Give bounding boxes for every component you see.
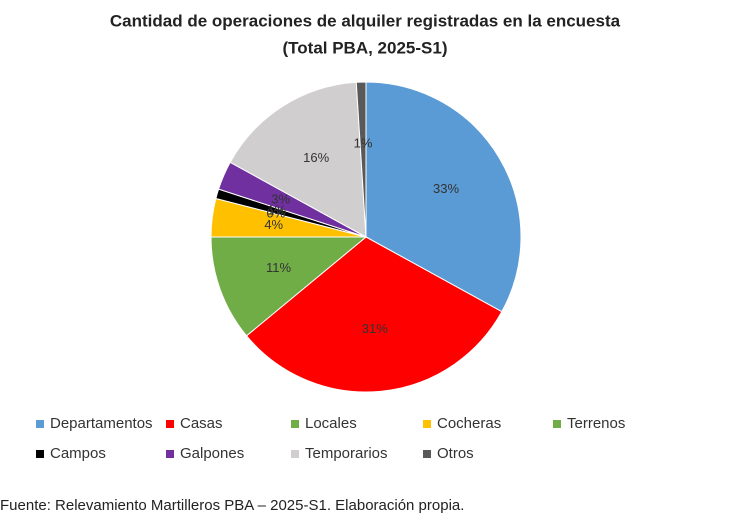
legend-label: Otros (437, 445, 474, 462)
legend-swatch (36, 450, 44, 458)
chart-subtitle: (Total PBA, 2025-S1) (282, 38, 447, 57)
data-label: 16% (303, 150, 329, 165)
pie-slice (210, 236, 368, 337)
legend-swatch (36, 420, 44, 428)
legend-label: Cocheras (437, 415, 501, 432)
legend-swatch (423, 450, 431, 458)
pie-slice (355, 81, 367, 238)
pie-slice (365, 81, 522, 313)
pie-slice (229, 81, 367, 238)
data-label: 31% (362, 321, 388, 336)
legend-swatch (291, 450, 299, 458)
legend-label: Terrenos (567, 415, 625, 432)
legend-label: Casas (180, 415, 223, 432)
legend-swatch (423, 420, 431, 428)
legend-label: Locales (305, 415, 357, 432)
data-label: 1% (354, 135, 373, 150)
data-label: 0% (267, 205, 286, 220)
data-label: 4% (264, 217, 283, 232)
legend-label: Departamentos (50, 415, 153, 432)
legend-swatch (291, 420, 299, 428)
data-label: 1% (267, 202, 286, 217)
data-label: 11% (266, 260, 291, 275)
source-note: Fuente: Relevamiento Martilleros PBA – 2… (0, 497, 464, 514)
legend-swatch (166, 450, 174, 458)
legend-swatch (166, 420, 174, 428)
pie-slice (245, 236, 503, 393)
data-label: 3% (271, 192, 290, 207)
legend-label: Galpones (180, 445, 244, 462)
legend-swatch (553, 420, 561, 428)
legend-label: Campos (50, 445, 106, 462)
legend-label: Temporarios (305, 445, 388, 462)
data-label: 33% (433, 181, 459, 196)
chart-title: Cantidad de operaciones de alquiler regi… (110, 11, 621, 30)
